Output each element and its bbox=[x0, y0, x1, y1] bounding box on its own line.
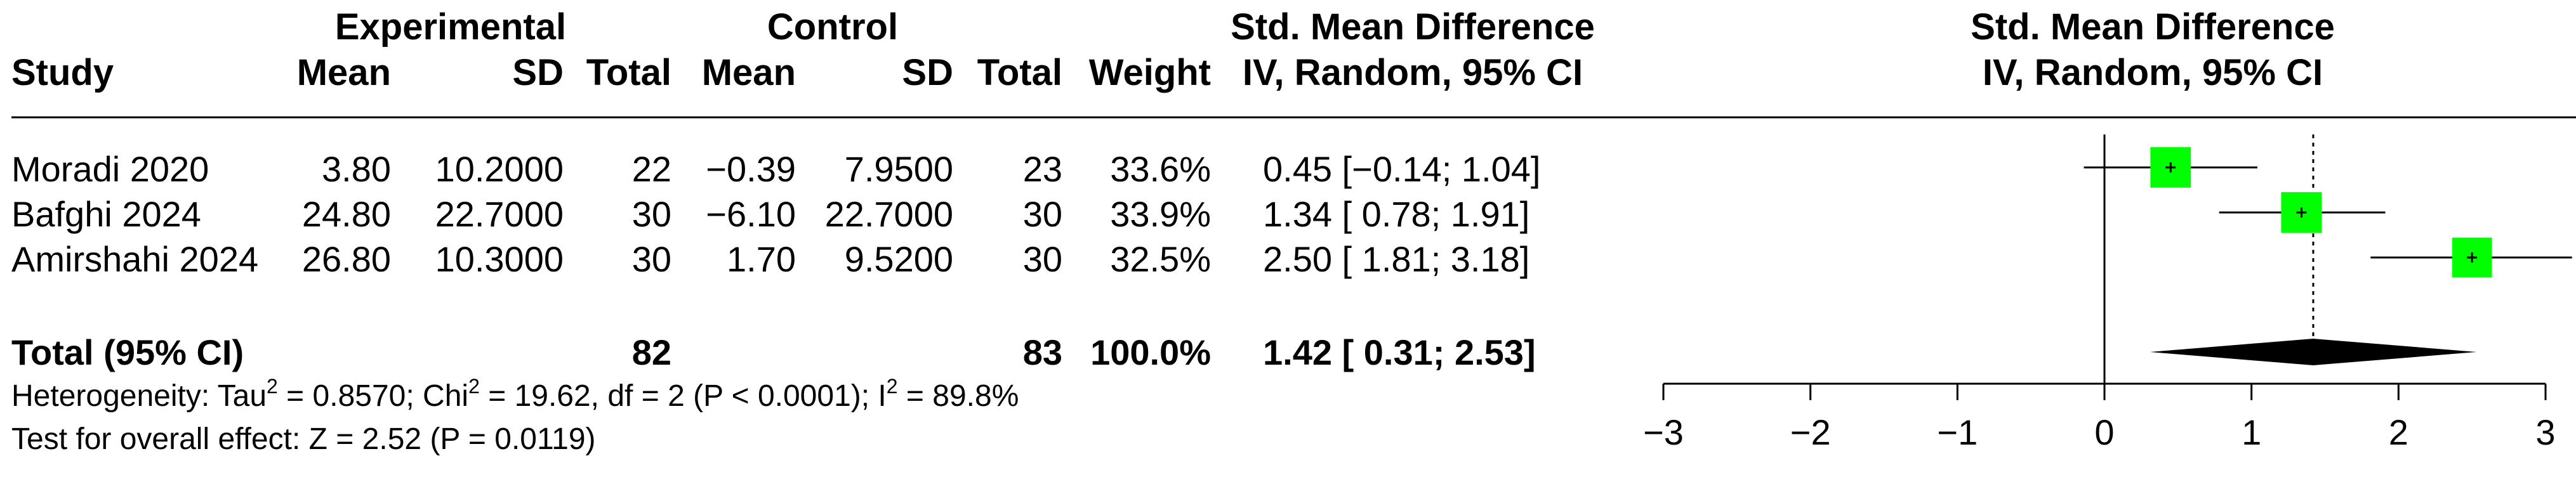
x-tick-label: −1 bbox=[1937, 412, 1978, 452]
smd-header-line1: Std. Mean Difference bbox=[1231, 6, 1595, 48]
pooled-diamond bbox=[2150, 339, 2477, 365]
c-total: 30 bbox=[1023, 239, 1062, 279]
c-sd-header: SD bbox=[902, 52, 953, 93]
total-label: Total (95% CI) bbox=[11, 332, 244, 372]
heterogeneity-prefix: Heterogeneity: Tau bbox=[11, 379, 267, 413]
e-total-header: Total bbox=[586, 52, 671, 93]
smd-header-line2: IV, Random, 95% CI bbox=[1243, 52, 1583, 93]
e-sd-header: SD bbox=[512, 52, 564, 93]
weight: 33.9% bbox=[1110, 194, 1211, 234]
x-tick-label: −3 bbox=[1643, 412, 1684, 452]
study-name: Amirshahi 2024 bbox=[11, 239, 258, 279]
x-tick-label: 3 bbox=[2535, 412, 2555, 452]
plot-header-line2: IV, Random, 95% CI bbox=[1983, 52, 2323, 93]
e-mean: 24.80 bbox=[302, 194, 391, 234]
experimental-header: Experimental bbox=[335, 6, 566, 48]
table-header: Experimental Control Std. Mean Differenc… bbox=[11, 6, 2335, 93]
total-weight: 100.0% bbox=[1090, 332, 1211, 372]
total-c-total: 83 bbox=[1023, 332, 1062, 372]
total-row: Total (95% CI) 82 83 100.0% 1.42 [ 0.31;… bbox=[11, 332, 1536, 372]
e-mean: 26.80 bbox=[302, 239, 391, 279]
e-total: 22 bbox=[632, 149, 671, 189]
x-tick-label: −2 bbox=[1790, 412, 1831, 452]
tau-superscript: 2 bbox=[267, 375, 278, 398]
chi-superscript: 2 bbox=[468, 375, 480, 398]
smd-ci: 2.50 [ 1.81; 3.18] bbox=[1263, 239, 1529, 279]
e-sd: 10.3000 bbox=[435, 239, 564, 279]
i-value: = 89.8% bbox=[898, 379, 1019, 413]
plot-area: −3 −2 −1 0 1 2 3 bbox=[1643, 134, 2572, 452]
study-name: Bafghi 2024 bbox=[11, 194, 201, 234]
table-row: Bafghi 2024 24.80 22.7000 30 −6.10 22.70… bbox=[11, 194, 1529, 234]
weight: 33.6% bbox=[1110, 149, 1211, 189]
smd-ci: 1.34 [ 0.78; 1.91] bbox=[1263, 194, 1529, 234]
e-mean: 3.80 bbox=[322, 149, 391, 189]
e-mean-header: Mean bbox=[297, 52, 391, 93]
total-e-total: 82 bbox=[632, 332, 671, 372]
study-name: Moradi 2020 bbox=[11, 149, 209, 189]
total-smd-ci: 1.42 [ 0.31; 2.53] bbox=[1263, 332, 1536, 372]
e-sd: 22.7000 bbox=[435, 194, 564, 234]
weight: 32.5% bbox=[1110, 239, 1211, 279]
i-superscript: 2 bbox=[887, 375, 898, 398]
heterogeneity-text: Heterogeneity: Tau2 = 0.8570; Chi2 = 19.… bbox=[11, 375, 1019, 413]
plot-header-line1: Std. Mean Difference bbox=[1971, 6, 2335, 48]
overall-effect-text: Test for overall effect: Z = 2.52 (P = 0… bbox=[11, 422, 596, 456]
table-row: Amirshahi 2024 26.80 10.3000 30 1.70 9.5… bbox=[11, 239, 1529, 279]
e-sd: 10.2000 bbox=[435, 149, 564, 189]
tau-value: = 0.8570; Chi bbox=[278, 379, 468, 413]
x-tick-label: 2 bbox=[2389, 412, 2408, 452]
c-mean: 1.70 bbox=[727, 239, 796, 279]
c-total: 30 bbox=[1023, 194, 1062, 234]
c-sd: 7.9500 bbox=[845, 149, 953, 189]
c-total: 23 bbox=[1023, 149, 1062, 189]
c-total-header: Total bbox=[977, 52, 1062, 93]
x-tick-label: 0 bbox=[2094, 412, 2114, 452]
e-total: 30 bbox=[632, 194, 671, 234]
c-mean: −6.10 bbox=[706, 194, 796, 234]
chi-value: = 19.62, df = 2 (P < 0.0001); I bbox=[480, 379, 887, 413]
study-column-header: Study bbox=[11, 52, 114, 93]
c-sd: 9.5200 bbox=[845, 239, 953, 279]
e-total: 30 bbox=[632, 239, 671, 279]
control-header: Control bbox=[767, 6, 898, 48]
smd-ci: 0.45 [−0.14; 1.04] bbox=[1263, 149, 1540, 189]
table-row: Moradi 2020 3.80 10.2000 22 −0.39 7.9500… bbox=[11, 149, 1540, 189]
c-mean: −0.39 bbox=[706, 149, 796, 189]
c-sd: 22.7000 bbox=[825, 194, 953, 234]
c-mean-header: Mean bbox=[702, 52, 796, 93]
x-tick-label: 1 bbox=[2242, 412, 2261, 452]
weight-header: Weight bbox=[1089, 52, 1211, 93]
